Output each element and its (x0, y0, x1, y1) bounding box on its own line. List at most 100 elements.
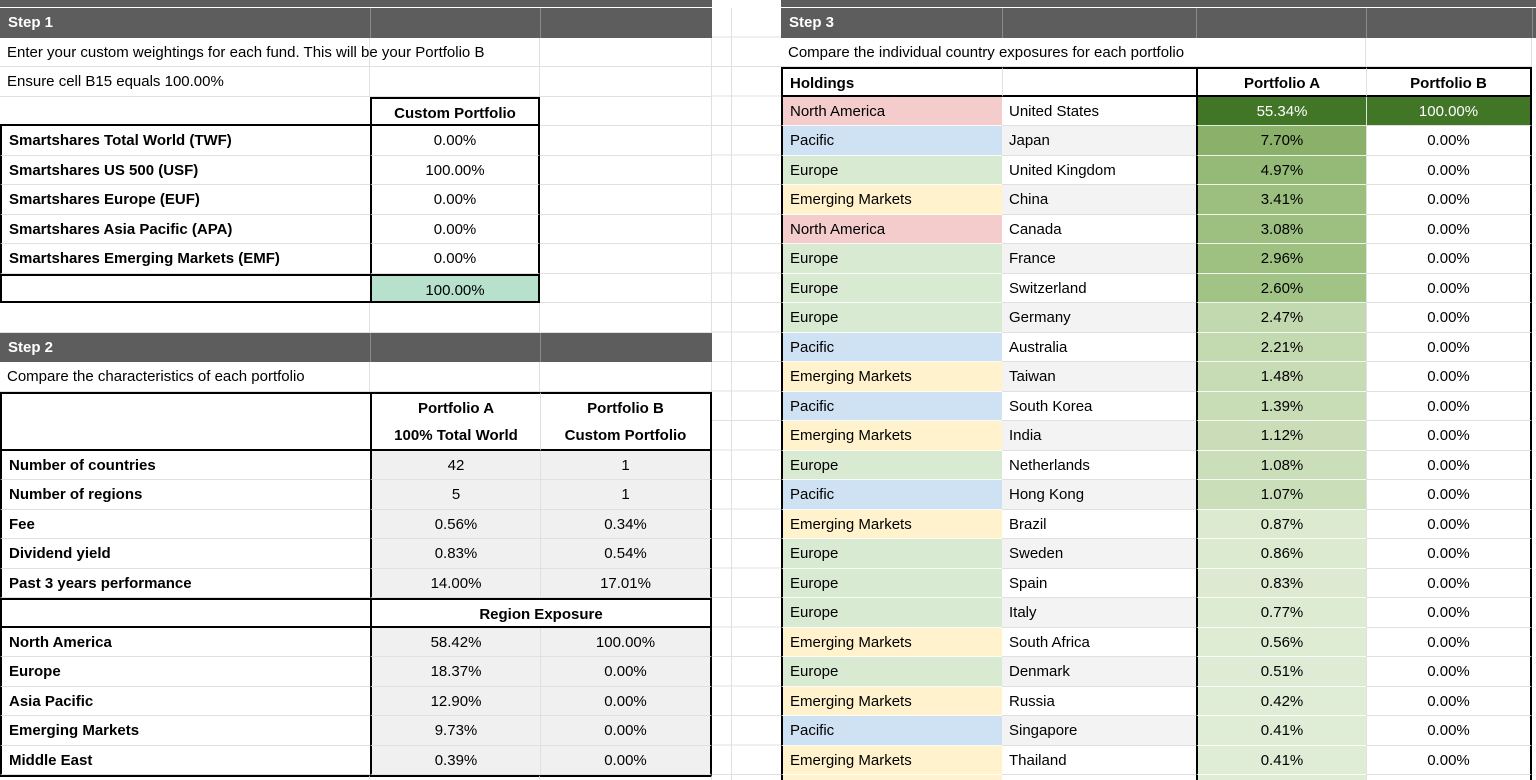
table-row: Emerging Markets South Africa 0.56% 0.00… (781, 627, 1536, 658)
portfolio-b-header-cell: Portfolio B (540, 391, 712, 421)
filler-cell (1532, 156, 1536, 186)
table-row: Emerging Markets Brazil 0.87% 0.00% (781, 509, 1536, 540)
spacer-column (712, 0, 781, 780)
filler-cell (1532, 510, 1536, 540)
characteristic-label-cell: Past 3 years performance (0, 568, 370, 598)
characteristic-label-cell: Number of regions (0, 480, 370, 510)
filler-cell (1532, 657, 1536, 687)
table-row: Europe France 2.96% 0.00% (781, 244, 1536, 274)
portfolio-a-value-cell: 2.60% (1196, 273, 1366, 303)
grid-cell (540, 214, 712, 244)
region-exposure-table-body: North America 58.42% 100.00% Europe 18.3… (0, 627, 712, 775)
portfolio-a-value-cell: 2.47% (1196, 303, 1366, 333)
country-cell: South Korea (1002, 391, 1196, 421)
grid-cell (540, 303, 712, 333)
country-cell: China (1002, 185, 1196, 215)
step2-description: Compare the characteristics of each port… (7, 368, 305, 385)
grid-cell (0, 37, 370, 67)
fund-weight-cell[interactable]: 0.00% (370, 244, 540, 274)
portfolio-b-value-cell: 0.00% (540, 716, 712, 746)
portfolio-b-value-cell: 0.00% (540, 657, 712, 687)
fund-weight-cell[interactable]: 0.00% (370, 185, 540, 215)
filler-cell (1532, 244, 1536, 274)
fund-name-cell: Smartshares Europe (EUF) (0, 185, 370, 215)
table-row: Europe Germany 2.47% 0.00% (781, 303, 1536, 333)
fund-name-cell: Smartshares Total World (TWF) (0, 126, 370, 156)
portfolio-a-value-cell: 3.08% (1196, 214, 1366, 244)
portfolio-a-value-cell: 0.41% (1196, 716, 1366, 746)
portfolio-b-value-cell: 0.00% (1366, 509, 1532, 539)
characteristic-label-cell: Fee (0, 509, 370, 539)
region-label-cell: North America (0, 627, 370, 657)
country-cell: United States (1002, 96, 1196, 126)
fund-weight-cell[interactable]: 0.00% (370, 126, 540, 156)
grid-cell (540, 185, 712, 215)
filler-cell (1532, 362, 1536, 392)
step1-header-bar: Step 1 (0, 8, 712, 38)
portfolio-b-header-cell: Portfolio B (1366, 67, 1532, 97)
portfolio-b-value-cell: 1 (540, 450, 712, 480)
country-cell: Canada (1002, 214, 1196, 244)
region-cell: North America (781, 96, 1002, 126)
country-cell: Spain (1002, 568, 1196, 598)
fund-row: Smartshares Europe (EUF) 0.00% (0, 185, 712, 215)
step1-title: Step 1 (8, 14, 54, 31)
grid-cell (370, 775, 540, 780)
step3-description: Compare the individual country exposures… (788, 43, 1185, 61)
portfolio-b-value-cell: 0.00% (1366, 126, 1532, 156)
table-row: North America Canada 3.08% 0.00% (781, 214, 1536, 245)
grid-cell (540, 37, 712, 67)
fund-row: Smartshares Asia Pacific (APA) 0.00% (0, 214, 712, 244)
filler-cell (1532, 126, 1536, 156)
portfolio-a-value-cell: 4.97% (1196, 155, 1366, 185)
portfolio-b-value-cell: 0.34% (540, 509, 712, 539)
table-row: Pacific Japan 7.70% 0.00% (781, 126, 1536, 156)
filler-cell (1532, 746, 1536, 776)
portfolio-b-value-cell: 100.00% (1366, 96, 1532, 126)
grid-cell (540, 244, 712, 274)
country-cell: Switzerland (1002, 273, 1196, 303)
filler-cell (1532, 628, 1536, 658)
characteristic-row: Past 3 years performance 14.00% 17.01% (0, 568, 712, 598)
region-cell: Pacific (781, 332, 1002, 362)
filler-cell (1532, 67, 1536, 97)
portfolio-a-value-cell: 14.00% (370, 568, 540, 598)
region-cell: Emerging Markets (781, 362, 1002, 392)
portfolio-a-value-cell: 3.41% (1196, 185, 1366, 215)
region-exposure-header-row: Region Exposure (0, 598, 712, 628)
filler-cell (1532, 303, 1536, 333)
portfolio-b-value-cell: 17.01% (540, 568, 712, 598)
country-cell: United Kingdom (1002, 155, 1196, 185)
portfolio-a-value-cell: 0.77% (1196, 598, 1366, 628)
portfolio-b-value-cell: 0.00% (1366, 627, 1532, 657)
filler-cell (1532, 215, 1536, 245)
fund-weight-cell[interactable]: 100.00% (370, 155, 540, 185)
portfolio-b-value-cell: 0.00% (1366, 745, 1532, 775)
fund-weight-cell[interactable]: 0.00% (370, 214, 540, 244)
grid-cell (370, 362, 540, 392)
portfolio-a-value-cell: 5 (370, 480, 540, 510)
country-cell: Thailand (1002, 745, 1196, 775)
grid-cell (370, 37, 540, 67)
portfolio-b-value-cell: 0.54% (540, 539, 712, 569)
fund-row: Smartshares US 500 (USF) 100.00% (0, 155, 712, 185)
country-cell: Brazil (1002, 509, 1196, 539)
portfolio-b-value-cell: 0.00% (1366, 244, 1532, 274)
fund-name-cell: Smartshares Asia Pacific (APA) (0, 214, 370, 244)
fund-name-cell: Smartshares US 500 (USF) (0, 155, 370, 185)
region-cell: Pacific (781, 126, 1002, 156)
portfolio-b-value-cell: 0.00% (1366, 303, 1532, 333)
filler-cell (1532, 274, 1536, 304)
country-table-body: North America United States 55.34% 100.0… (781, 96, 1536, 776)
portfolio-a-subtitle-cell: 100% Total World (370, 421, 540, 451)
region-exposure-row: Asia Pacific 12.90% 0.00% (0, 686, 712, 716)
region-cell: Europe (781, 568, 1002, 598)
portfolio-a-value-cell: 0.39% (370, 745, 540, 775)
empty-row (0, 303, 712, 333)
grid-cell (1196, 37, 1366, 67)
fund-table-body: Smartshares Total World (TWF) 0.00% Smar… (0, 126, 712, 274)
table-row: Emerging Markets India 1.12% 0.00% (781, 421, 1536, 451)
country-cell: France (1002, 244, 1196, 274)
grid-cell (0, 362, 370, 392)
characteristic-row: Number of regions 5 1 (0, 480, 712, 510)
